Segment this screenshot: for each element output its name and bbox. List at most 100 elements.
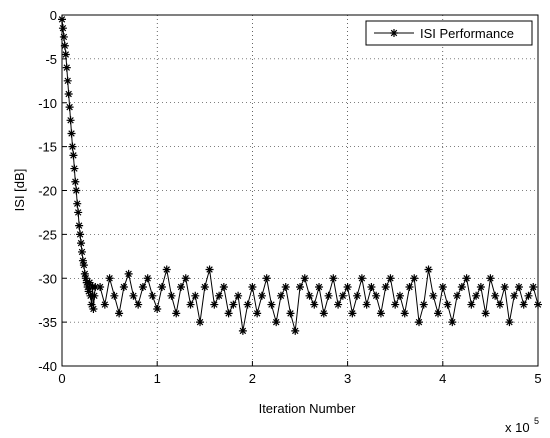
marker (77, 239, 86, 248)
marker (376, 309, 385, 318)
marker (467, 300, 476, 309)
marker (434, 309, 443, 318)
marker (167, 291, 176, 300)
marker (386, 274, 395, 283)
marker (462, 274, 471, 283)
marker (58, 24, 67, 33)
marker (83, 283, 92, 292)
marker (224, 309, 233, 318)
y-tick-label: -30 (38, 271, 57, 286)
marker (89, 304, 98, 313)
marker (153, 304, 162, 313)
marker (310, 300, 319, 309)
marker (143, 274, 152, 283)
y-tick-label: -15 (38, 140, 57, 155)
marker (343, 283, 352, 292)
marker (443, 300, 452, 309)
x-tick-label: 3 (344, 371, 351, 386)
marker (67, 129, 76, 138)
marker (272, 318, 281, 327)
marker (200, 283, 209, 292)
marker (248, 283, 257, 292)
marker (186, 300, 195, 309)
marker (60, 41, 69, 50)
marker (495, 300, 504, 309)
y-tick-label: 0 (50, 8, 57, 23)
marker (65, 103, 74, 112)
x-tick-label: 2 (249, 371, 256, 386)
y-tick-label: -10 (38, 96, 57, 111)
marker (505, 318, 514, 327)
marker (219, 283, 228, 292)
marker (100, 300, 109, 309)
marker (210, 300, 219, 309)
marker (80, 269, 89, 278)
marker (63, 76, 72, 85)
marker (124, 269, 133, 278)
marker (110, 291, 119, 300)
marker (81, 274, 90, 283)
marker (305, 291, 314, 300)
x-multiplier: x 10 (505, 420, 530, 435)
marker (367, 283, 376, 292)
marker (453, 291, 462, 300)
marker (215, 291, 224, 300)
marker (457, 283, 466, 292)
marker (58, 15, 66, 24)
marker (381, 283, 390, 292)
marker (191, 291, 200, 300)
marker (62, 63, 71, 72)
marker (64, 89, 73, 98)
marker (61, 50, 70, 59)
marker (84, 287, 93, 296)
marker (78, 256, 87, 265)
x-tick-label: 1 (154, 371, 161, 386)
marker (66, 116, 75, 125)
plot-frame (61, 14, 539, 367)
marker (90, 291, 99, 300)
marker (429, 291, 438, 300)
marker (85, 278, 94, 287)
marker (105, 274, 114, 283)
marker (524, 291, 533, 300)
x-axis-label: Iteration Number (259, 401, 356, 416)
legend-label: ISI Performance (420, 26, 514, 41)
marker (481, 309, 490, 318)
marker (476, 283, 485, 292)
x-tick-label: 4 (439, 371, 446, 386)
marker (87, 300, 96, 309)
marker (162, 265, 171, 274)
marker (529, 283, 538, 292)
marker (391, 300, 400, 309)
marker (243, 300, 252, 309)
marker (96, 283, 105, 292)
marker (205, 265, 214, 274)
marker (362, 300, 371, 309)
marker (91, 283, 100, 292)
marker (73, 199, 82, 208)
marker (424, 265, 433, 274)
marker (405, 283, 414, 292)
marker (70, 164, 79, 173)
marker (319, 309, 328, 318)
marker (148, 291, 157, 300)
marker (300, 274, 309, 283)
marker (324, 291, 333, 300)
marker (338, 291, 347, 300)
y-axis-label: ISI [dB] (12, 169, 27, 212)
marker (419, 300, 428, 309)
marker (71, 177, 80, 186)
marker (315, 283, 324, 292)
marker (534, 300, 542, 309)
marker (181, 274, 190, 283)
marker (119, 283, 128, 292)
x-multiplier-exponent: 5 (534, 416, 539, 426)
marker (415, 318, 423, 327)
marker (79, 261, 88, 270)
marker (348, 309, 357, 318)
marker (267, 300, 276, 309)
marker (276, 291, 285, 300)
marker (196, 318, 205, 327)
marker (229, 300, 238, 309)
